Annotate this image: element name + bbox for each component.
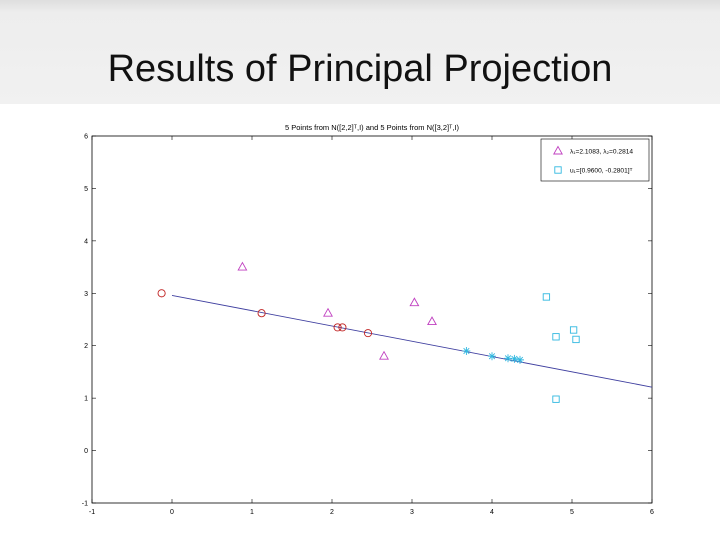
data-point-circle	[257, 309, 266, 318]
data-point-square	[569, 326, 578, 334]
principal-line-group	[171, 294, 653, 388]
data-point-triangle	[427, 316, 437, 326]
x-tick-label: -1	[89, 509, 95, 516]
data-point-star	[462, 346, 471, 355]
data-point-circle	[333, 323, 342, 332]
data-point-star	[488, 352, 496, 361]
title-band	[0, 0, 720, 104]
data-point-triangle	[379, 350, 389, 360]
data-point-square	[552, 395, 560, 403]
y-tick-label: -1	[82, 501, 88, 508]
data-points	[157, 261, 580, 403]
legend-box	[540, 138, 650, 182]
data-point-star	[504, 354, 512, 363]
x-tick-label: 0	[170, 509, 174, 516]
legend-marker-triangle	[553, 145, 563, 155]
x-tick-label: 2	[330, 509, 334, 516]
slide-title: Results of Principal Projection	[107, 48, 613, 90]
legend-label: λ₁=2.1083, λ₂=0.2814	[570, 149, 633, 156]
data-point-circle	[157, 289, 166, 298]
axis-ticks: -1 0 1 2 3 4 5 6 -1 0 1 2 3 4 5 6	[82, 134, 654, 517]
data-point-triangle	[237, 261, 248, 271]
data-point-circle	[363, 329, 373, 338]
data-point-circle	[338, 323, 347, 332]
y-tick-label: 1	[84, 396, 88, 403]
data-point-triangle	[323, 307, 333, 317]
chart-title: 5 Points from N([2,2]ᵀ,I) and 5 Points f…	[285, 123, 460, 132]
plot-area	[91, 135, 653, 504]
data-point-triangle	[409, 297, 420, 307]
data-point-square	[552, 333, 560, 341]
data-point-star	[510, 354, 519, 363]
principal-line	[171, 294, 653, 388]
y-tick-label: 4	[84, 238, 88, 245]
x-tick-label: 1	[250, 509, 254, 516]
data-point-square	[572, 335, 580, 344]
x-tick-label: 3	[410, 509, 414, 516]
y-tick-label: 5	[84, 186, 88, 193]
legend-marker-square	[554, 166, 562, 174]
legend: λ₁=2.1083, λ₂=0.2814 u₁=[0.9600, -0.2801]…	[540, 138, 650, 182]
legend-label: u₁=[0.9600, -0.2801]ᵀ	[570, 168, 633, 175]
y-tick-label: 3	[84, 291, 88, 298]
x-tick-label: 4	[490, 509, 494, 516]
y-tick-label: 6	[84, 134, 88, 141]
x-tick-label: 6	[650, 509, 654, 516]
data-point-star	[516, 355, 524, 364]
y-tick-label: 0	[84, 448, 88, 455]
y-tick-label: 2	[84, 343, 88, 350]
data-point-square	[542, 293, 551, 301]
x-tick-label: 5	[570, 509, 574, 516]
